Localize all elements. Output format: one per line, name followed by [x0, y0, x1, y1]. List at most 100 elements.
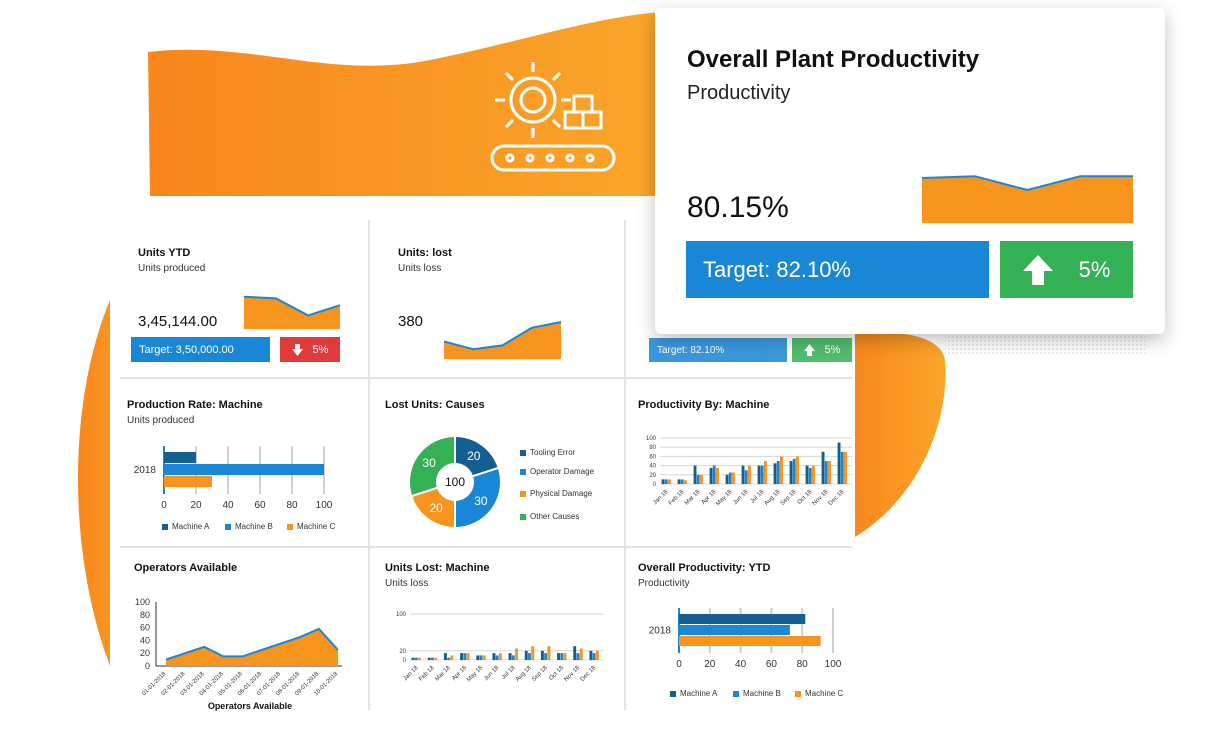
bar: [460, 653, 464, 660]
legend-machine-b: Machine B: [733, 689, 781, 698]
y-tick-label: 0: [403, 658, 407, 664]
legend-machine-a: Machine A: [162, 522, 209, 531]
x-tick-label: Jan 18: [652, 489, 669, 506]
legend-machine-b: Machine B: [225, 522, 273, 531]
y-tick-label: 0: [145, 661, 150, 671]
bar: [557, 653, 561, 660]
bar: [696, 474, 700, 484]
bar: [463, 653, 467, 660]
y-tick-label: 80: [140, 610, 150, 620]
bar: [579, 648, 583, 660]
bar: [796, 456, 799, 484]
bar: [668, 479, 671, 484]
y-tick-label: 40: [649, 464, 656, 470]
bar: [511, 655, 515, 660]
card-target: Target: 82.10%: [686, 241, 989, 298]
bar: [592, 653, 596, 660]
bar: [744, 470, 748, 484]
bar: [164, 476, 212, 487]
card-value: 80.15%: [687, 191, 789, 224]
y-tick-label: 20: [399, 649, 406, 655]
legend-swatch: [520, 449, 526, 456]
bar: [431, 657, 434, 660]
bar: [661, 479, 665, 484]
legend-label: Physical Damage: [530, 489, 593, 498]
x-tick-label: Sep 18: [531, 665, 549, 683]
legend-swatch: [162, 523, 168, 530]
bar: [450, 655, 454, 660]
legend-swatch: [733, 690, 739, 697]
bar: [700, 474, 703, 484]
bar: [531, 646, 535, 660]
x-axis-label: Operators Available: [208, 701, 292, 711]
y-tick-label: 20: [649, 473, 656, 479]
overall-ytd-chart: 0 20 40 60 80 100 2018: [649, 608, 842, 670]
bar: [544, 653, 548, 660]
bar: [427, 657, 431, 660]
legend-label: Machine B: [235, 522, 273, 531]
y-tick-label: 100: [396, 612, 407, 618]
units-lost-machine-subtitle: Units loss: [385, 578, 429, 589]
bar: [812, 465, 815, 484]
legend-swatch: [795, 690, 801, 697]
bar: [716, 467, 719, 484]
legend-label: Machine A: [172, 522, 210, 531]
card-delta-value: 5%: [1078, 256, 1111, 282]
partial-delta-value: 5%: [824, 344, 841, 356]
arrow-down-icon: [291, 343, 303, 356]
legend-machine-c: Machine C: [287, 522, 335, 531]
bar: [164, 464, 324, 475]
x-tick-label: Feb 18: [418, 665, 436, 683]
x-tick-label: Jun 18: [732, 489, 749, 506]
x-tick-label: 40: [222, 500, 234, 511]
x-tick-label: Aug 18: [764, 489, 782, 507]
production-rate-title: Production Rate: Machine: [127, 399, 263, 411]
bar: [693, 465, 697, 484]
bar: [776, 461, 780, 484]
production-rate-subtitle: Units produced: [127, 415, 195, 426]
bar: [679, 636, 821, 646]
bar: [760, 465, 764, 484]
x-tick-label: Jan 18: [403, 665, 420, 682]
y-tick-label: 100: [646, 436, 657, 442]
operators-chart: 02040608010001-01-201802-01-201803-01-20…: [135, 597, 342, 711]
area-line: [165, 627, 339, 661]
legend-label: Operator Damage: [530, 467, 595, 476]
card-title: Overall Plant Productivity: [687, 46, 980, 73]
units-lost-value: 380: [398, 313, 424, 330]
sparkline-area: [922, 176, 1133, 223]
sparkline-line: [922, 175, 1133, 192]
legend-physical-damage: Physical Damage: [520, 489, 592, 498]
bar: [515, 648, 518, 660]
bar: [482, 655, 486, 660]
bar: [479, 655, 483, 660]
bar: [589, 650, 593, 660]
legend-swatch: [225, 523, 231, 530]
x-tick-label: 100: [316, 500, 333, 511]
divider: [120, 377, 852, 379]
units-lost-machine-title: Units Lost: Machine: [385, 562, 490, 574]
arrow-up-icon: [1022, 254, 1053, 285]
bar: [780, 456, 783, 484]
pie-slice: [408, 434, 456, 498]
y-tick-label: 60: [140, 623, 150, 633]
legend-other-causes: Other Causes: [520, 512, 579, 521]
bar: [677, 479, 681, 484]
legend-label: Other Causes: [530, 512, 580, 521]
legend-machine-a: Machine A: [670, 689, 717, 698]
gear-conveyor-icon: [490, 62, 616, 172]
lost-units-title: Lost Units: Causes: [385, 399, 485, 411]
x-tick-label: May 18: [466, 665, 485, 684]
orange-right-shape: [850, 332, 946, 540]
x-tick-label: Aug 18: [515, 665, 533, 683]
slice-label: 20: [467, 449, 481, 463]
bar: [466, 653, 470, 660]
y-tick-label: 20: [140, 648, 150, 658]
units-ytd-delta-value: 5%: [312, 343, 329, 356]
bar: [540, 650, 544, 660]
bar: [560, 653, 564, 660]
y-tick-label: 80: [649, 445, 656, 451]
card-delta: 5%: [1000, 241, 1133, 298]
bar: [748, 465, 751, 484]
